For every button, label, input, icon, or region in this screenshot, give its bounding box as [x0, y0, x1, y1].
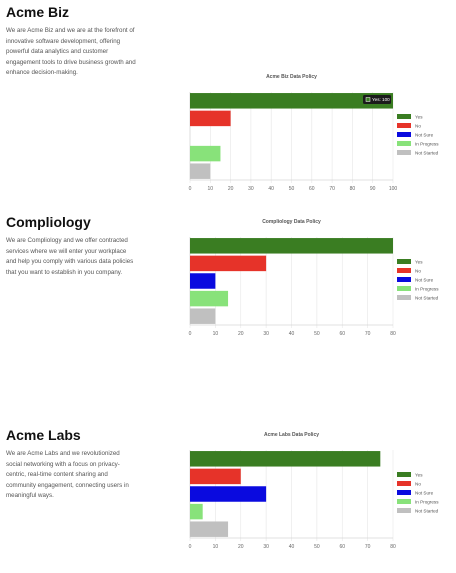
legend-label-yes: Yes: [415, 472, 423, 477]
x-tick-label: 30: [248, 186, 254, 192]
company-description: We are Acme Biz and we are at the forefr…: [6, 27, 136, 76]
company-section-acme-labs: Acme Labs We are Acme Labs and we revolu…: [0, 427, 456, 567]
x-tick-label: 20: [238, 331, 244, 337]
x-tick-label: 10: [213, 544, 219, 550]
bar-in-progress[interactable]: [190, 145, 221, 162]
x-tick-label: 50: [289, 186, 295, 192]
x-tick-label: 60: [339, 544, 345, 550]
x-tick-label: 0: [189, 544, 192, 550]
x-tick-label: 0: [189, 331, 192, 337]
tooltip-text: Yes: 100: [372, 97, 390, 102]
legend-label-not-sure: Not Sure: [415, 490, 434, 495]
legend-swatch-not-sure[interactable]: [397, 132, 411, 137]
company-description: We are Compliology and we offer contract…: [6, 237, 134, 276]
legend-swatch-no[interactable]: [397, 123, 411, 128]
x-tick-label: 10: [208, 186, 214, 192]
bar-in-progress[interactable]: [190, 290, 229, 307]
legend-swatch-in-progress[interactable]: [397, 141, 411, 146]
x-tick-label: 90: [370, 186, 376, 192]
legend-swatch-not-started[interactable]: [397, 508, 411, 513]
x-tick-label: 30: [263, 331, 269, 337]
bar-no[interactable]: [190, 255, 267, 272]
legend-label-no: No: [415, 481, 421, 486]
x-tick-label: 40: [289, 331, 295, 337]
legend-swatch-in-progress[interactable]: [397, 499, 411, 504]
legend-label-not-sure: Not Sure: [415, 132, 434, 137]
x-tick-label: 20: [228, 186, 234, 192]
legend-label-not-started: Not Started: [415, 295, 439, 300]
bar-yes[interactable]: [190, 238, 393, 254]
bar-not-started[interactable]: [190, 163, 211, 179]
x-tick-label: 80: [390, 544, 396, 550]
legend-swatch-yes[interactable]: [397, 259, 411, 264]
bar-not-sure[interactable]: [190, 486, 267, 502]
x-tick-label: 70: [365, 544, 371, 550]
legend-swatch-not-started[interactable]: [397, 295, 411, 300]
legend-swatch-in-progress[interactable]: [397, 286, 411, 291]
company-name: Compliology: [6, 214, 91, 230]
legend-label-no: No: [415, 123, 421, 128]
x-tick-label: 80: [350, 186, 356, 192]
legend-label-yes: Yes: [415, 259, 423, 264]
x-tick-label: 60: [309, 186, 315, 192]
legend-swatch-yes[interactable]: [397, 472, 411, 477]
legend-swatch-no[interactable]: [397, 481, 411, 486]
chart-compliology: Compliology Data Policy 0 10 20 30 40 50 60 70 80…: [189, 219, 440, 337]
x-tick-label: 100: [389, 186, 398, 192]
x-tick-label: 50: [314, 544, 320, 550]
company-section-acme-biz: Acme Biz We are Acme Biz and we are at t…: [0, 4, 456, 204]
legend-label-not-started: Not Started: [415, 508, 439, 513]
bar-not-started[interactable]: [190, 308, 216, 324]
legend-swatch-not-sure[interactable]: [397, 277, 411, 282]
legend-label-yes: Yes: [415, 114, 423, 119]
legend-label-in-progress: In Progress: [415, 141, 439, 146]
company-name: Acme Labs: [6, 427, 81, 443]
legend-swatch-not-sure[interactable]: [397, 490, 411, 495]
x-tick-label: 70: [365, 331, 371, 337]
legend-label-no: No: [415, 268, 421, 273]
legend-label-in-progress: In Progress: [415, 286, 439, 291]
legend-label-not-started: Not Started: [415, 150, 439, 155]
x-tick-label: 60: [339, 331, 345, 337]
x-tick-label: 10: [213, 331, 219, 337]
company-name: Acme Biz: [6, 4, 70, 20]
bar-yes[interactable]: [190, 451, 381, 467]
chart-acme-labs: Acme Labs Data Policy 0 10 20 30 40 50 60 70 80 Ye…: [189, 432, 440, 550]
bar-not-started[interactable]: [190, 521, 229, 537]
bar-in-progress[interactable]: [190, 503, 203, 520]
x-tick-label: 50: [314, 331, 320, 337]
bar-no[interactable]: [190, 110, 231, 127]
chart-title: Acme Labs Data Policy: [264, 432, 319, 438]
company-description: We are Acme Labs and we revolutionized s…: [6, 450, 129, 499]
company-section-compliology: Compliology We are Compliology and we of…: [0, 214, 456, 414]
tooltip-swatch: [365, 97, 371, 102]
x-tick-label: 40: [268, 186, 274, 192]
x-tick-label: 0: [189, 186, 192, 192]
bar-no[interactable]: [190, 468, 241, 485]
bar-yes[interactable]: [190, 93, 393, 109]
x-tick-label: 80: [390, 331, 396, 337]
legend-swatch-not-started[interactable]: [397, 150, 411, 155]
legend-label-not-sure: Not Sure: [415, 277, 434, 282]
x-tick-label: 70: [329, 186, 335, 192]
legend-swatch-no[interactable]: [397, 268, 411, 273]
x-tick-label: 20: [238, 544, 244, 550]
x-tick-label: 40: [289, 544, 295, 550]
bar-not-sure[interactable]: [190, 273, 216, 289]
legend-swatch-yes[interactable]: [397, 114, 411, 119]
chart-acme-biz: Acme Biz Data Policy 0 10 20 30 40 50 60 70 80 90 1…: [189, 74, 440, 192]
chart-title: Acme Biz Data Policy: [266, 74, 317, 80]
x-tick-label: 30: [263, 544, 269, 550]
legend-label-in-progress: In Progress: [415, 499, 439, 504]
chart-title: Compliology Data Policy: [262, 219, 321, 225]
